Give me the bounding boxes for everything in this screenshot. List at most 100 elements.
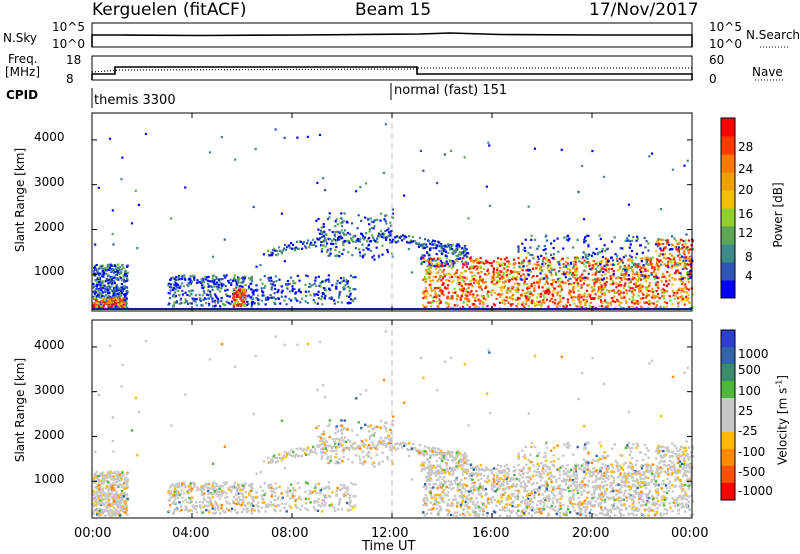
velocity-cell bbox=[264, 492, 267, 495]
power-cell bbox=[211, 297, 214, 300]
power-cell bbox=[507, 265, 510, 269]
power-cell bbox=[186, 293, 189, 297]
velocity-cell bbox=[104, 509, 108, 512]
power-cell bbox=[627, 203, 631, 206]
velocity-cell bbox=[339, 429, 343, 432]
power-cell bbox=[627, 267, 631, 270]
power-cell bbox=[610, 240, 614, 243]
velocity-cell bbox=[465, 460, 468, 463]
velocity-cell bbox=[357, 444, 360, 448]
velocity-cell bbox=[119, 506, 122, 509]
power-cell bbox=[423, 276, 427, 279]
velocity-cell bbox=[326, 449, 329, 452]
power-cell bbox=[188, 281, 191, 285]
velocity-cell bbox=[242, 508, 245, 511]
power-cell bbox=[499, 286, 502, 289]
velocity-cell bbox=[375, 453, 378, 457]
velocity-cell bbox=[291, 494, 295, 498]
velocity-cell bbox=[259, 485, 262, 489]
p2-ytick-1000: 1000 bbox=[34, 472, 65, 486]
velocity-cell bbox=[92, 512, 95, 516]
velocity-cell bbox=[340, 432, 344, 435]
power-cell bbox=[656, 244, 660, 248]
power-cell bbox=[435, 252, 438, 256]
velocity-cell bbox=[347, 508, 351, 512]
velocity-cell bbox=[185, 507, 188, 510]
power-cell bbox=[419, 149, 422, 153]
power-cell bbox=[247, 294, 250, 297]
power-cell bbox=[468, 299, 471, 302]
power-cell bbox=[587, 245, 590, 248]
velocity-cell bbox=[114, 514, 117, 517]
power-cell bbox=[209, 295, 213, 298]
cpid-segment-2: normal (fast) 151 bbox=[394, 83, 508, 98]
power-cell bbox=[456, 304, 459, 307]
power-cell bbox=[441, 276, 445, 279]
power-cell bbox=[110, 285, 113, 288]
velocity-cell bbox=[205, 504, 208, 508]
power-cell bbox=[658, 297, 661, 300]
power-cell bbox=[342, 242, 345, 245]
power-cell bbox=[107, 268, 111, 272]
power-cell bbox=[459, 251, 462, 254]
power-cell bbox=[220, 299, 223, 303]
power-cell bbox=[96, 306, 99, 309]
power-cell bbox=[676, 269, 679, 272]
power-cell bbox=[635, 282, 638, 285]
power-cell bbox=[313, 282, 316, 285]
velocity-cell bbox=[113, 483, 116, 486]
power-cell bbox=[345, 233, 348, 237]
power-cell bbox=[215, 281, 218, 284]
power-cell bbox=[572, 295, 575, 298]
power-cell bbox=[341, 252, 344, 256]
velocity-cell bbox=[92, 504, 96, 508]
power-cell bbox=[425, 295, 428, 298]
power-cell bbox=[565, 306, 568, 309]
velocity-cell bbox=[513, 465, 516, 468]
power-cell bbox=[354, 240, 357, 243]
power-cell bbox=[357, 214, 360, 217]
power-cell bbox=[429, 266, 433, 269]
power-cell bbox=[604, 299, 607, 302]
power-cell bbox=[564, 281, 567, 284]
power-cell bbox=[338, 292, 341, 295]
power-cell bbox=[107, 301, 110, 305]
velocity-cell bbox=[231, 500, 235, 503]
power-cell bbox=[111, 275, 115, 278]
power-cell bbox=[628, 257, 631, 261]
velocity-cell bbox=[291, 454, 294, 458]
power-cell bbox=[179, 297, 183, 300]
velocity-cell bbox=[342, 426, 346, 430]
power-cell bbox=[504, 280, 507, 283]
power-cell bbox=[640, 257, 643, 260]
power-frame bbox=[91, 112, 693, 312]
velocity-cell bbox=[270, 458, 273, 461]
velocity-cell bbox=[301, 454, 304, 458]
power-cell bbox=[523, 283, 526, 286]
power-cell bbox=[117, 287, 120, 290]
power-cell bbox=[112, 293, 115, 297]
power-cell bbox=[586, 257, 589, 261]
power-cell bbox=[607, 302, 610, 305]
power-cell bbox=[195, 298, 198, 301]
velocity-cell bbox=[183, 481, 186, 484]
power-cell bbox=[574, 260, 577, 263]
velocity-cell bbox=[211, 487, 214, 490]
power-cell bbox=[178, 277, 181, 281]
power-cell bbox=[439, 244, 442, 247]
velocity-cell bbox=[330, 449, 333, 453]
power-cell bbox=[191, 297, 194, 300]
power-cell bbox=[429, 260, 432, 263]
power-cell bbox=[603, 277, 606, 280]
power-cell bbox=[361, 233, 364, 236]
power-cell bbox=[681, 287, 684, 291]
velocity-cell bbox=[99, 493, 102, 496]
power-cell bbox=[267, 249, 270, 252]
velocity-cell bbox=[220, 491, 224, 494]
velocity-cell bbox=[94, 472, 97, 475]
power-cell bbox=[664, 239, 668, 242]
power-cell bbox=[110, 264, 114, 267]
power-cell bbox=[123, 270, 127, 273]
velocity-cell bbox=[112, 500, 116, 504]
power-cell bbox=[424, 287, 427, 290]
